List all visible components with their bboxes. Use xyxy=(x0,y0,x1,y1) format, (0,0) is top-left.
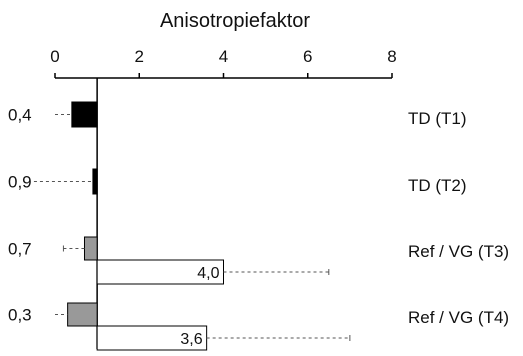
x-tick-label: 8 xyxy=(387,47,396,66)
bar-secondary xyxy=(96,325,208,351)
bar-primary xyxy=(83,236,98,261)
x-tick-label: 6 xyxy=(303,47,312,66)
value-label: 0,3 xyxy=(8,306,32,325)
category-label: Ref / VG (T4) xyxy=(408,308,509,327)
x-axis-title: Anisotropiefaktor xyxy=(160,10,310,32)
value-label: 0,9 xyxy=(8,173,32,192)
x-tick-label: 4 xyxy=(219,47,228,66)
bar-primary xyxy=(92,168,98,195)
x-tick-label: 0 xyxy=(50,47,59,66)
bar-value-label: 4,0 xyxy=(197,265,219,282)
bar-secondary xyxy=(96,259,224,285)
bar-value-label: 3,6 xyxy=(180,331,202,348)
category-label: TD (T2) xyxy=(408,176,467,195)
x-axis-ticks: 0 2 4 6 8 xyxy=(50,47,397,79)
value-label: 0,4 xyxy=(8,106,32,125)
bars-group xyxy=(33,78,351,351)
bar-primary xyxy=(71,101,98,128)
category-label: TD (T1) xyxy=(408,109,467,128)
value-label: 0,7 xyxy=(8,240,32,259)
bar-primary xyxy=(67,302,98,327)
category-label: Ref / VG (T3) xyxy=(408,242,509,261)
x-tick-label: 2 xyxy=(135,47,144,66)
labels-group: TD (T1) 0,4 TD (T2) 0,9 Ref / VG (T3) 0,7 4,0 R… xyxy=(8,106,509,349)
